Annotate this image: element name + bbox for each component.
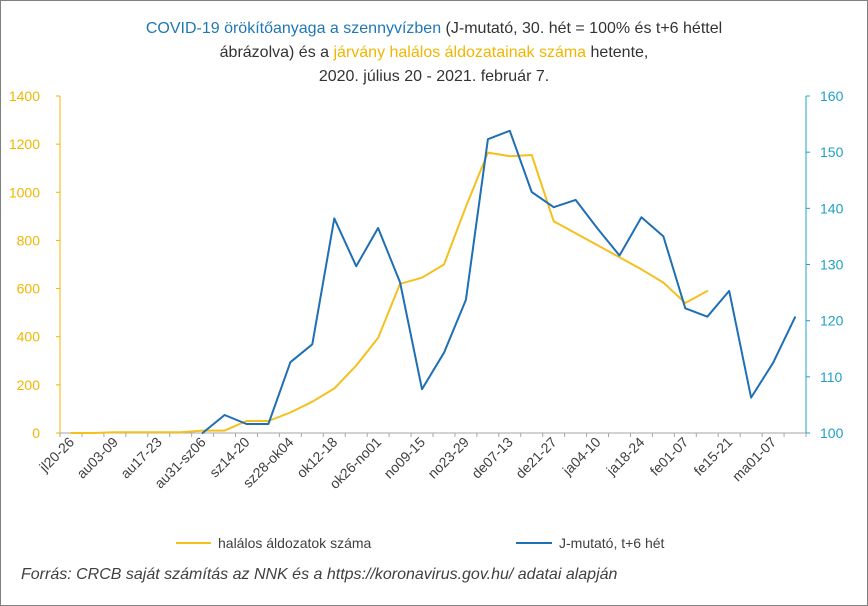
x-tick-label: ma01-07 [729,434,780,485]
left-tick-label: 200 [17,377,41,393]
chart-title: COVID-19 örökítőanyaga a szennyvízben (J… [0,17,868,89]
left-tick-label: 1400 [9,88,40,104]
series-line-jindex [201,129,796,434]
x-tick-label: de21-27 [512,434,560,482]
right-tick-label: 100 [820,425,844,441]
title-part-3: ábrázolva) és a [219,44,334,61]
x-tick-label: de07-13 [468,434,516,482]
x-tick-label: fe01-07 [647,434,692,479]
right-tick-label: 150 [820,144,844,160]
left-tick-label: 1000 [9,184,40,200]
left-tick-label: 400 [17,329,41,345]
title-part-5: hetente, [586,44,649,61]
chart-legend: halálos áldozatok száma J-mutató, t+6 hét [176,535,665,551]
series-line-deaths [70,151,709,434]
x-tick-label: ja04-10 [559,434,604,479]
title-part-2: (J-mutató, 30. hét = 100% és t+6 héttel [441,20,723,37]
left-tick-label: 1200 [9,136,40,152]
right-tick-label: 130 [820,257,844,273]
right-tick-label: 160 [820,88,844,104]
x-tick-label: ja18-24 [603,434,648,479]
title-part-jindex: COVID-19 örökítőanyaga a szennyvízben [145,20,442,37]
legend-label-deaths: halálos áldozatok száma [218,535,372,551]
x-tick-label: no09-15 [380,434,428,482]
right-tick-label: 140 [820,200,844,216]
x-tick-label: jl20-26 [35,434,77,476]
right-tick-label: 120 [820,313,844,329]
left-tick-label: 0 [32,425,40,441]
chart-series [70,129,796,434]
left-tick-label: 600 [17,281,41,297]
source-note: Forrás: CRCB saját számítás az NNK és a … [21,566,618,583]
legend-label-jindex: J-mutató, t+6 hét [559,535,665,551]
right-tick-label: 110 [820,369,843,385]
x-tick-label: no23-29 [424,434,472,482]
x-tick-label: au03-09 [73,434,121,482]
left-tick-label: 800 [17,232,41,248]
title-part-deaths: járvány halálos áldozatainak száma [333,44,587,61]
title-date-range: 2020. július 20 - 2021. február 7. [318,68,550,85]
